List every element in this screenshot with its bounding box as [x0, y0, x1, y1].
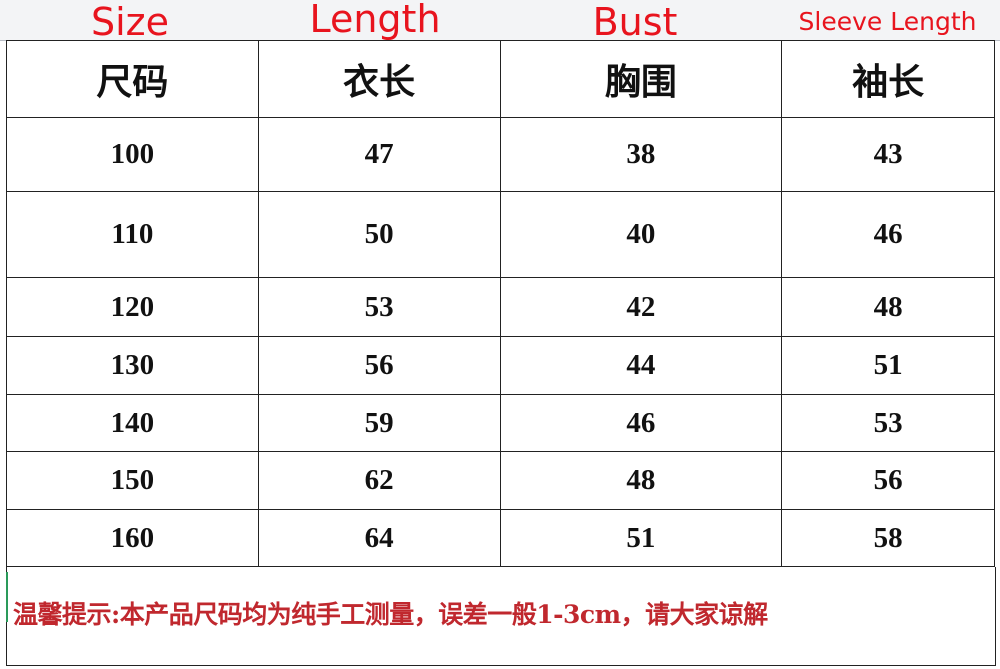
english-header-bar: Size Length Bust Sleeve Length [0, 0, 1000, 44]
cell: 40 [499, 191, 783, 278]
table-row: 160 64 51 58 [6, 509, 995, 567]
cell: 59 [257, 394, 501, 452]
table-row: 140 59 46 53 [6, 394, 995, 452]
cell: 46 [781, 191, 995, 278]
cell: 53 [781, 394, 995, 452]
cell: 62 [257, 451, 501, 510]
cell: 130 [6, 336, 259, 395]
header-row: 尺码 衣长 胸围 袖长 [6, 40, 995, 118]
cell: 140 [6, 394, 259, 452]
cell: 50 [257, 191, 501, 278]
size-table: 尺码 衣长 胸围 袖长 100 47 38 43 110 50 40 46 120 53 42 4… [6, 40, 995, 567]
cell: 64 [257, 509, 501, 567]
cell: 51 [499, 509, 783, 567]
header-size: 尺码 [6, 40, 259, 118]
header-sleeve: 袖长 [781, 40, 995, 118]
measurement-note: 温馨提示:本产品尺码均为纯手工测量，误差一般1-3cm，请大家谅解 [13, 600, 768, 629]
cell: 51 [781, 336, 995, 395]
table-row: 110 50 40 46 [6, 191, 995, 278]
cell: 48 [781, 277, 995, 337]
cell: 42 [499, 277, 783, 337]
cell: 48 [499, 451, 783, 510]
english-header-bust: Bust [592, 0, 678, 44]
header-bust: 胸围 [499, 40, 783, 118]
note-box: 温馨提示:本产品尺码均为纯手工测量，误差一般1-3cm，请大家谅解 [6, 567, 996, 666]
cell: 43 [781, 117, 995, 192]
table-row: 120 53 42 48 [6, 277, 995, 337]
cell: 53 [257, 277, 501, 337]
cell-cursor-marker [6, 572, 8, 622]
english-header-size: Size [90, 0, 169, 44]
cell: 47 [257, 117, 501, 192]
header-length: 衣长 [257, 40, 501, 118]
cell: 46 [499, 394, 783, 452]
table-row: 150 62 48 56 [6, 451, 995, 510]
cell: 150 [6, 451, 259, 510]
english-header-sleeve: Sleeve Length [798, 7, 977, 36]
cell: 56 [781, 451, 995, 510]
cell: 110 [6, 191, 259, 278]
cell: 44 [499, 336, 783, 395]
cell: 160 [6, 509, 259, 567]
cell: 120 [6, 277, 259, 337]
cell: 56 [257, 336, 501, 395]
cell: 38 [499, 117, 783, 192]
table-row: 100 47 38 43 [6, 117, 995, 192]
cell: 100 [6, 117, 259, 192]
table-row: 130 56 44 51 [6, 336, 995, 395]
cell: 58 [781, 509, 995, 567]
english-header-length: Length [309, 0, 441, 41]
